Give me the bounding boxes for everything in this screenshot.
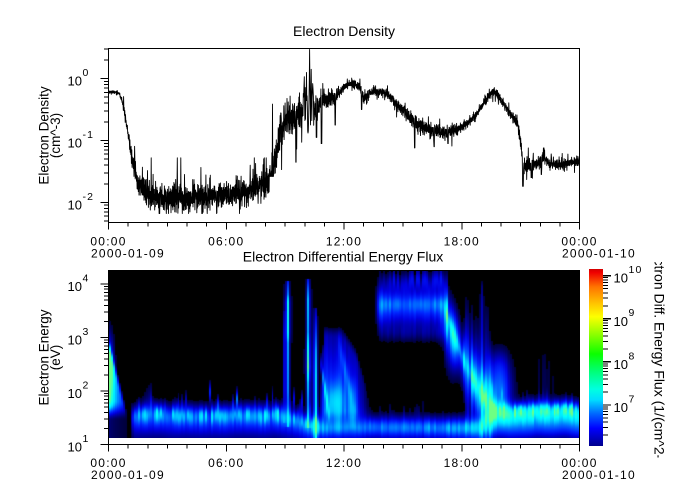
svg-text:00:00: 00:00 <box>561 456 597 470</box>
svg-text:12:00: 12:00 <box>326 456 362 470</box>
svg-text:00:00: 00:00 <box>90 235 126 249</box>
svg-text:7: 7 <box>629 393 636 405</box>
svg-text:(cm^-3): (cm^-3) <box>48 113 63 158</box>
svg-text:Electron Energy: Electron Energy <box>37 309 52 405</box>
svg-text:10: 10 <box>68 386 82 401</box>
svg-text:10: 10 <box>68 197 82 212</box>
svg-text:10: 10 <box>614 357 628 372</box>
svg-text:1: 1 <box>83 433 90 445</box>
svg-text:2000-01-10: 2000-01-10 <box>562 468 636 482</box>
svg-text:12:00: 12:00 <box>326 235 362 249</box>
svg-text:Electron Diff. Energy Flux (1/: Electron Diff. Energy Flux (1/(cm^2-s-sr… <box>652 238 668 492</box>
svg-text:2000-01-09: 2000-01-09 <box>91 247 165 261</box>
svg-text:2000-01-09: 2000-01-09 <box>91 468 165 482</box>
svg-text:-1: -1 <box>83 129 95 141</box>
svg-text:Electron Density: Electron Density <box>293 23 395 39</box>
svg-text:8: 8 <box>629 350 636 362</box>
svg-text:2: 2 <box>83 380 90 392</box>
svg-text:18:00: 18:00 <box>444 235 480 249</box>
svg-text:Electron Differential Energy F: Electron Differential Energy Flux <box>243 248 444 264</box>
svg-text:10: 10 <box>68 136 82 151</box>
svg-text:10: 10 <box>68 333 82 348</box>
svg-text:Electron Density: Electron Density <box>37 86 52 185</box>
svg-text:10: 10 <box>614 314 628 329</box>
svg-text:00:00: 00:00 <box>561 235 597 249</box>
svg-text:18:00: 18:00 <box>444 456 480 470</box>
svg-text:00:00: 00:00 <box>90 456 126 470</box>
svg-text:0: 0 <box>83 67 90 79</box>
svg-text:10: 10 <box>614 400 628 415</box>
svg-text:10: 10 <box>68 279 82 294</box>
svg-text:06:00: 06:00 <box>208 235 244 249</box>
svg-text:06:00: 06:00 <box>208 456 244 470</box>
svg-text:10: 10 <box>68 74 82 89</box>
svg-text:10: 10 <box>629 264 643 276</box>
svg-text:9: 9 <box>629 307 636 319</box>
svg-text:3: 3 <box>83 326 90 338</box>
svg-text:10: 10 <box>68 440 82 455</box>
svg-text:-2: -2 <box>83 191 95 203</box>
svg-text:4: 4 <box>83 273 90 285</box>
svg-text:(eV): (eV) <box>48 345 63 371</box>
svg-text:2000-01-10: 2000-01-10 <box>562 247 636 261</box>
svg-text:10: 10 <box>614 271 628 286</box>
